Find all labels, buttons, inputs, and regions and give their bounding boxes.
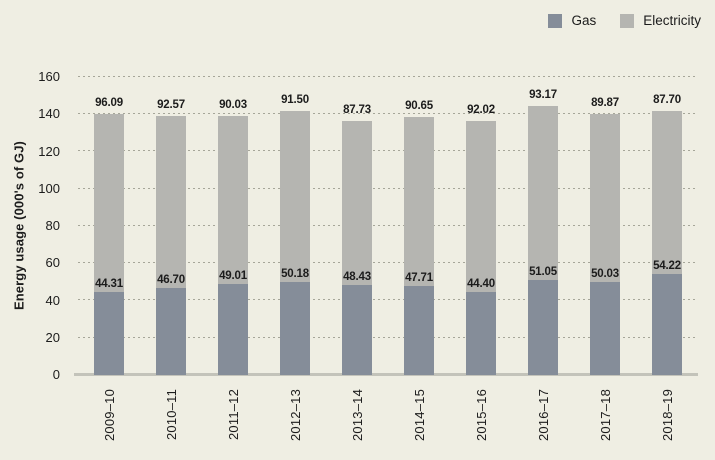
electricity-segment: [218, 116, 248, 284]
x-axis-label: 2011–12: [226, 389, 241, 441]
electricity-value-label: 92.02: [467, 104, 495, 116]
gas-segment: [466, 292, 496, 375]
electricity-value-label: 93.17: [529, 89, 557, 101]
electricity-value-label: 92.57: [157, 99, 185, 111]
gas-value-label: 54.22: [653, 260, 681, 272]
electricity-value-label: 96.09: [95, 97, 123, 109]
gas-segment: [94, 292, 124, 375]
legend-label-electricity: Electricity: [643, 13, 701, 28]
legend-item-electricity: Electricity: [620, 13, 701, 28]
electricity-value-label: 91.50: [281, 94, 309, 106]
x-axis-label: 2013–14: [350, 389, 365, 442]
gridline-60: [78, 262, 697, 263]
y-axis-tick-label: 160: [38, 69, 60, 84]
gridline-20: [78, 337, 697, 338]
y-axis-tick-label: 40: [45, 292, 60, 308]
x-axis-label: 2017–18: [598, 389, 613, 442]
electricity-swatch-icon: [620, 13, 635, 28]
electricity-segment: [528, 106, 558, 280]
gridline-140: [78, 113, 697, 114]
x-axis-label: 2018–19: [660, 389, 675, 442]
gas-segment: [404, 286, 434, 375]
electricity-value-label: 90.03: [219, 99, 247, 111]
gridline-120: [78, 150, 697, 151]
gridline-160: [78, 76, 697, 77]
electricity-value-label: 87.73: [343, 104, 371, 116]
gas-segment: [528, 280, 558, 375]
gas-value-label: 47.71: [405, 272, 433, 284]
gas-segment: [342, 285, 372, 375]
x-axis-label: 2016–17: [536, 389, 551, 442]
y-axis-tick-label: 20: [45, 329, 60, 345]
electricity-segment: [466, 121, 496, 292]
electricity-segment: [156, 116, 186, 288]
gas-segment: [652, 274, 682, 375]
electricity-segment: [404, 117, 434, 286]
y-axis-tick-label: 120: [38, 143, 60, 159]
electricity-segment: [652, 111, 682, 274]
gas-segment: [156, 288, 186, 375]
gas-value-label: 48.43: [343, 271, 371, 283]
y-axis-tick-label: 0: [52, 367, 60, 382]
x-axis-label: 2014–15: [412, 389, 427, 442]
gas-value-label: 51.05: [529, 266, 557, 278]
gas-segment: [280, 282, 310, 375]
x-axis-label: 2012–13: [288, 389, 303, 442]
electricity-segment: [94, 114, 124, 292]
x-axis-baseline: [74, 373, 698, 376]
legend-item-gas: Gas: [548, 13, 596, 28]
y-axis-tick-label: 80: [45, 218, 60, 233]
chart-legend: Gas Electricity: [548, 13, 701, 28]
electricity-segment: [342, 121, 372, 285]
plot-area: 44.31 96.09 46.70 92.57 49.01 90.03 50.18 91.50…: [78, 76, 698, 375]
gas-swatch-icon: [548, 13, 563, 28]
gas-value-label: 50.03: [591, 268, 619, 280]
gas-value-label: 44.31: [95, 278, 123, 290]
electricity-segment: [590, 114, 620, 282]
electricity-segment: [280, 111, 310, 282]
x-axis-labels: 2009–10 2010–11 2011–12 2012–13 2013–14 2014–…: [78, 383, 698, 458]
y-axis-tick-label: 140: [38, 106, 60, 122]
y-axis-tick-label: 100: [38, 180, 60, 196]
gridline-80: [78, 225, 697, 226]
y-axis-tick-label: 60: [45, 255, 60, 271]
gas-value-label: 50.18: [281, 268, 309, 280]
gas-value-label: 46.70: [157, 274, 185, 286]
x-axis-label: 2010–11: [164, 389, 179, 441]
x-axis-label: 2009–10: [102, 389, 117, 442]
gridline-40: [78, 299, 697, 300]
electricity-value-label: 89.87: [591, 97, 619, 109]
legend-label-gas: Gas: [571, 13, 597, 28]
gas-value-label: 44.40: [467, 278, 495, 290]
gas-segment: [590, 282, 620, 375]
electricity-value-label: 87.70: [653, 94, 681, 106]
x-axis-label: 2015–16: [474, 389, 489, 442]
gridline-100: [78, 188, 697, 189]
gas-segment: [218, 284, 248, 375]
electricity-value-label: 90.65: [405, 100, 433, 112]
gas-value-label: 49.01: [219, 270, 247, 282]
